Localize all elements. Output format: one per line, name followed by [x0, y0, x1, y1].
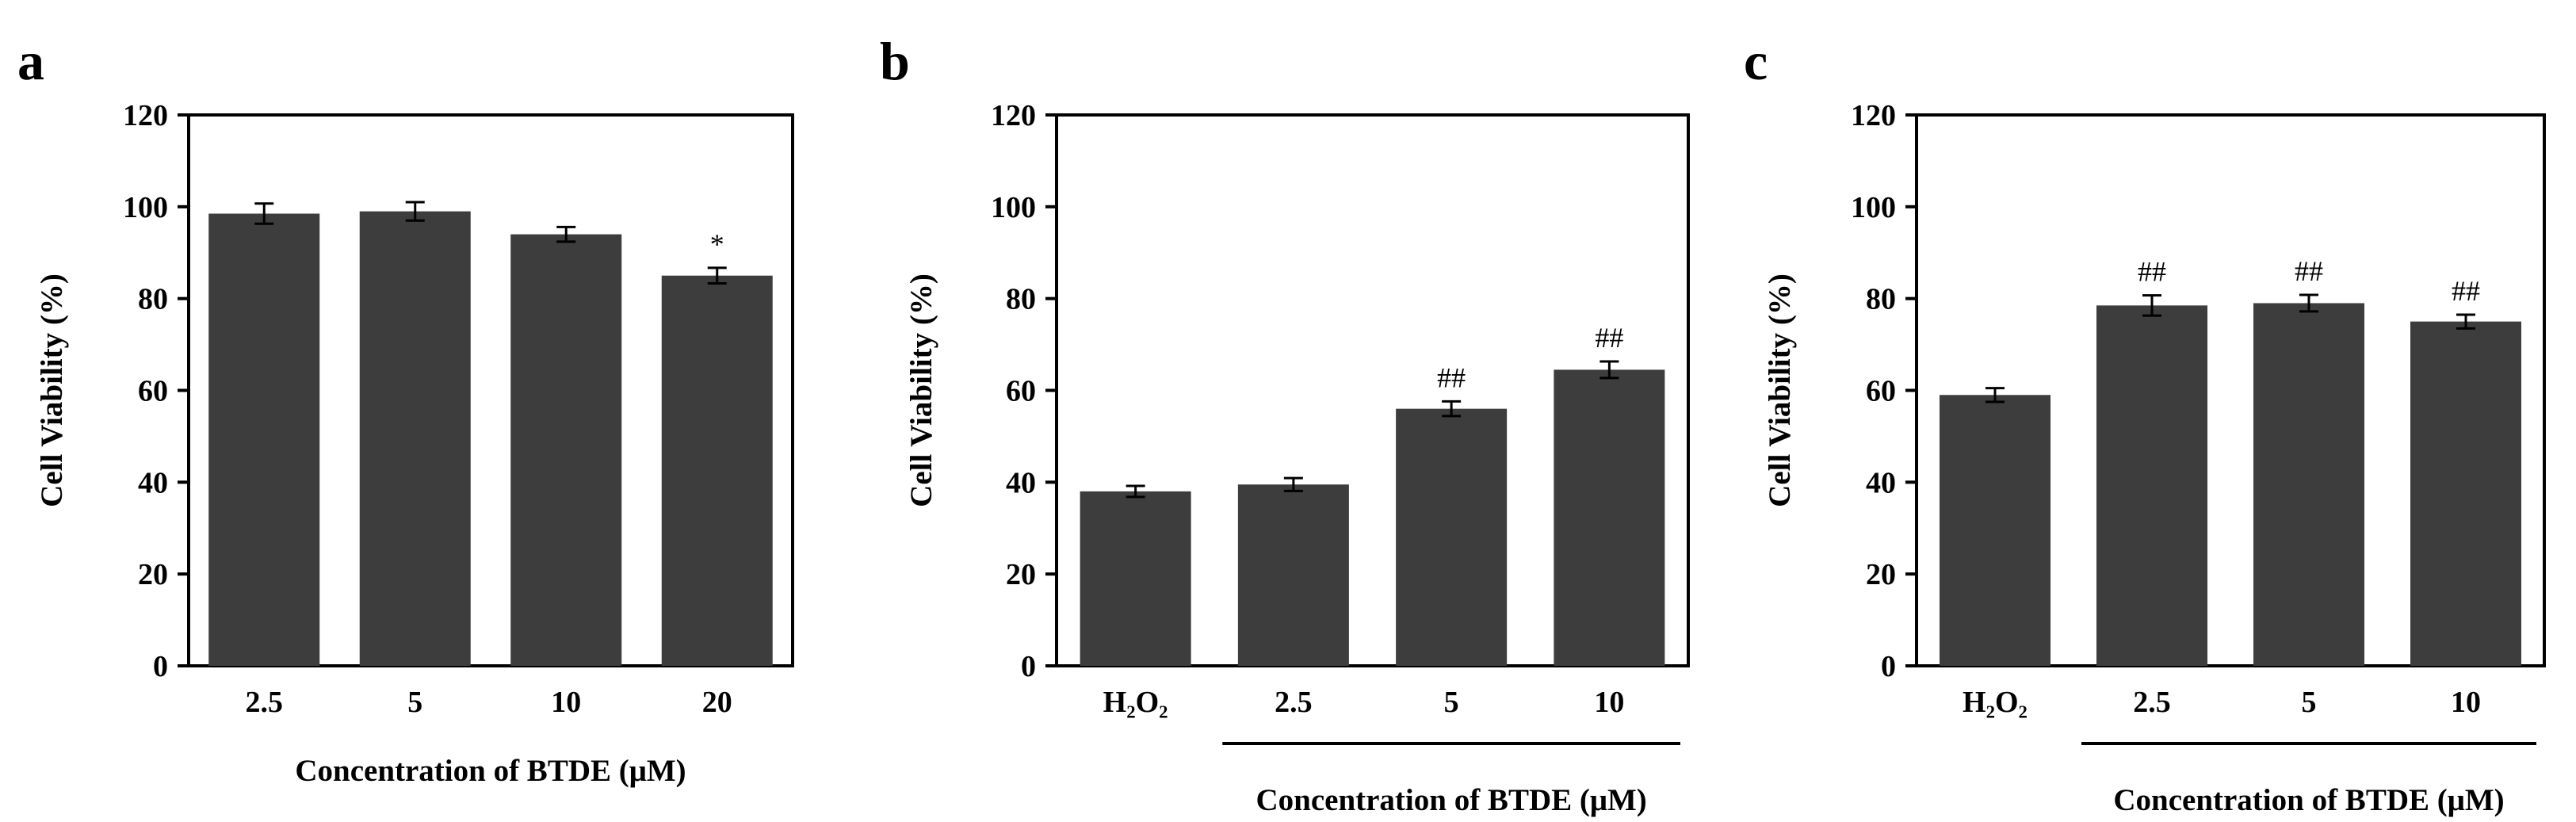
y-tick-label: 40 [138, 466, 168, 499]
significance-label: ## [1437, 361, 1466, 393]
panel-label: b [880, 31, 910, 91]
y-tick-label: 120 [123, 99, 168, 132]
bar [1080, 491, 1191, 666]
y-tick-label: 100 [123, 191, 168, 224]
x-tick-label: 5 [1444, 686, 1459, 719]
x-tick-label: 10 [1594, 686, 1624, 719]
y-tick-label: 20 [1006, 558, 1036, 591]
y-tick-label: 60 [138, 375, 168, 408]
y-tick-label: 20 [138, 558, 168, 591]
bar [359, 211, 471, 666]
y-tick-label: 120 [1851, 99, 1896, 132]
significance-label: * [710, 228, 724, 260]
bar [1237, 484, 1349, 666]
bar [2253, 303, 2364, 666]
y-tick-label: 80 [1866, 283, 1896, 316]
x-tick-label: 2.5 [1275, 686, 1313, 719]
y-axis-label: Cell Viability (%) [35, 273, 69, 507]
y-tick-label: 0 [153, 650, 168, 683]
bar [2096, 305, 2207, 666]
y-tick-label: 0 [1021, 650, 1036, 683]
bar [1940, 395, 2050, 666]
y-tick-label: 60 [1006, 375, 1036, 408]
x-tick-label: H₂O₂ [1103, 686, 1168, 719]
y-tick-label: 60 [1866, 375, 1896, 408]
chart-panel-c: c 0 20 40 60 80 100 120 H₂O₂ ## 2.5 ## 5 ## 10 Cell Via… [1744, 31, 2546, 817]
y-axis-label: Cell Viability (%) [1763, 273, 1797, 507]
significance-label: ## [1595, 322, 1623, 354]
x-tick-label: 20 [702, 686, 732, 719]
y-tick-label: 40 [1866, 466, 1896, 499]
y-tick-label: 80 [1006, 283, 1036, 316]
x-tick-label: 2.5 [2133, 686, 2171, 719]
bar [1554, 369, 1665, 666]
x-tick-label: 10 [551, 686, 581, 719]
bar [661, 275, 773, 666]
bar [510, 234, 622, 666]
y-tick-label: 100 [991, 191, 1036, 224]
y-tick-label: 80 [138, 283, 168, 316]
panel-label: c [1744, 31, 1768, 91]
y-tick-label: 100 [1851, 191, 1896, 224]
significance-label: ## [2452, 275, 2480, 307]
panel-label: a [17, 31, 44, 91]
x-axis-label: Concentration of BTDE (μM) [1256, 783, 1646, 817]
y-tick-label: 20 [1866, 558, 1896, 591]
chart-panel-a: a 0 20 40 60 80 100 120 2.5 5 10 * 20 Cell Viability … [17, 31, 794, 788]
x-tick-label: 5 [2302, 686, 2317, 719]
y-axis-label: Cell Viability (%) [904, 273, 938, 507]
x-tick-label: 10 [2451, 686, 2481, 719]
significance-label: ## [2138, 256, 2166, 288]
x-axis-label: Concentration of BTDE (μM) [295, 754, 686, 788]
y-tick-label: 40 [1006, 466, 1036, 499]
chart-panel-b: b 0 20 40 60 80 100 120 H₂O₂ 2.5 ## 5 ## 10 Cell Viabi… [880, 31, 1690, 817]
x-tick-label: 2.5 [246, 686, 284, 719]
bar [1396, 408, 1508, 666]
y-tick-label: 120 [991, 99, 1036, 132]
bar [2410, 321, 2521, 666]
bar [208, 213, 320, 666]
y-tick-label: 0 [1881, 650, 1896, 683]
significance-label: ## [2295, 255, 2323, 287]
x-axis-label: Concentration of BTDE (μM) [2113, 783, 2504, 817]
x-tick-label: 5 [407, 686, 422, 719]
x-tick-label: H₂O₂ [1963, 686, 2028, 719]
